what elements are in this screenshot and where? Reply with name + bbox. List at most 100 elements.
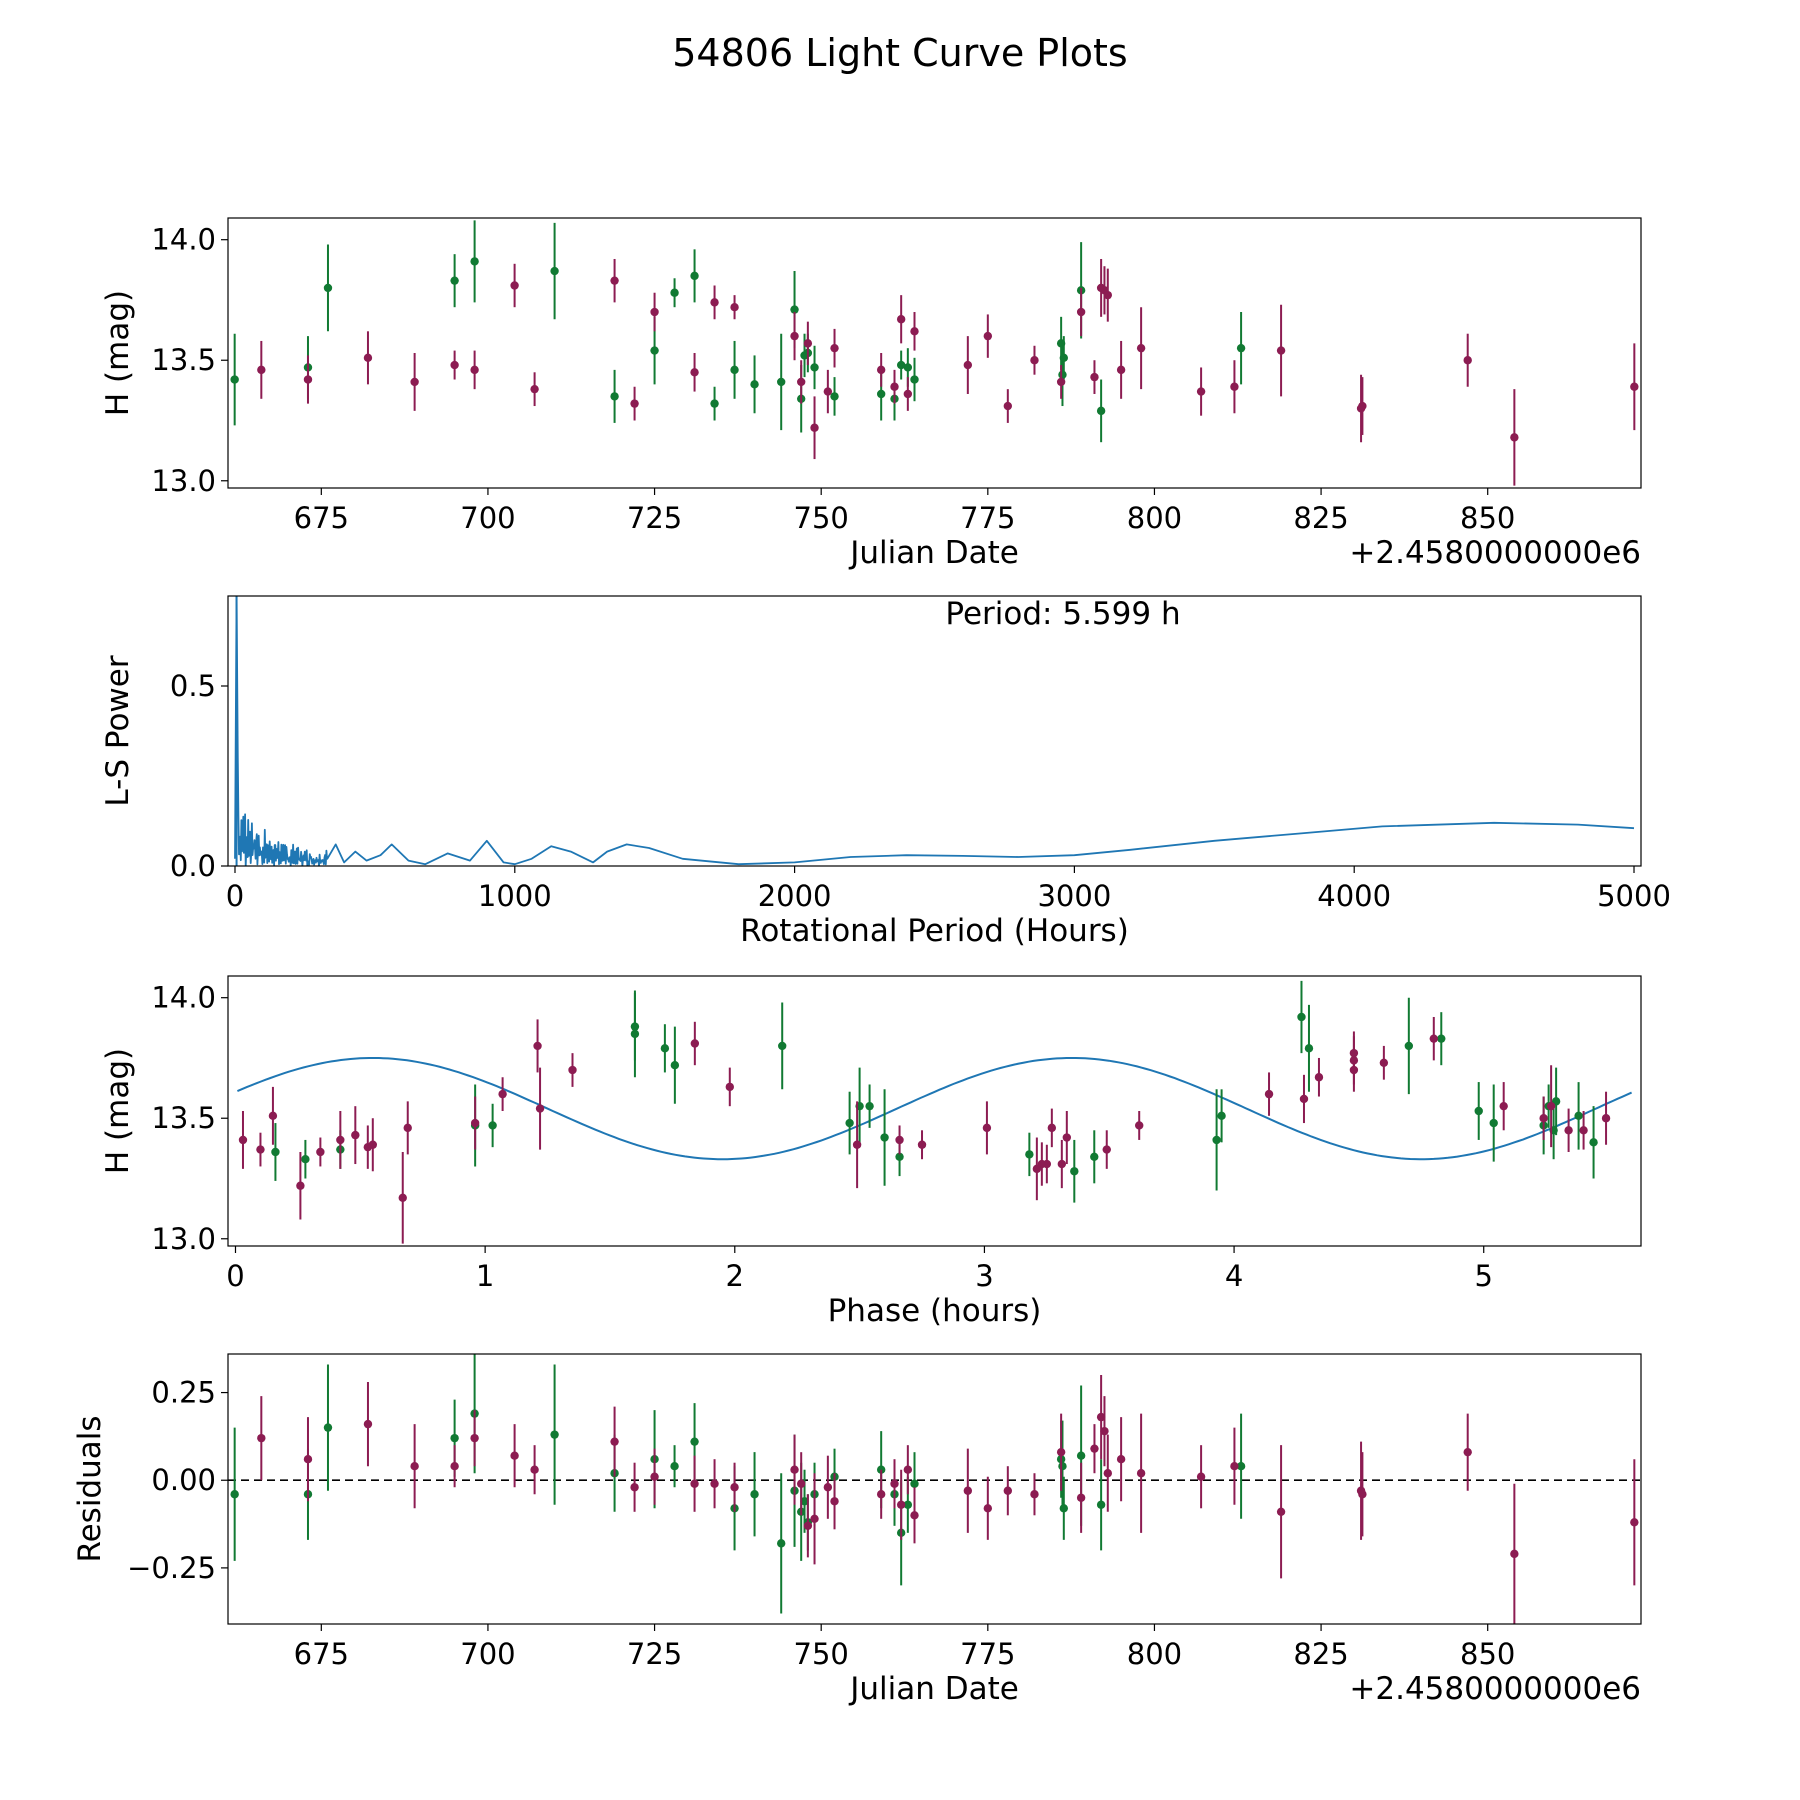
data-point — [670, 1060, 680, 1070]
data-point — [398, 1193, 407, 1202]
data-point — [1030, 356, 1039, 365]
data-point — [803, 339, 813, 348]
data-point — [1058, 370, 1067, 379]
data-point — [1437, 1034, 1446, 1043]
data-point — [690, 271, 699, 281]
data-point — [568, 1065, 577, 1075]
data-point — [1025, 1150, 1034, 1159]
data-point — [301, 1155, 310, 1164]
data-point — [1003, 401, 1013, 411]
data-point — [896, 360, 906, 370]
data-point — [257, 365, 266, 375]
data-point — [1056, 1447, 1066, 1457]
data-point — [1510, 433, 1519, 442]
data-point — [533, 1041, 542, 1051]
y-tick-label: 13.5 — [151, 1101, 216, 1135]
data-point — [895, 1135, 904, 1145]
data-point — [917, 1140, 927, 1149]
data-point — [1489, 1118, 1498, 1128]
data-point — [450, 1462, 459, 1471]
data-point — [876, 365, 886, 375]
data-point — [730, 302, 739, 312]
data-point — [830, 343, 839, 353]
data-point — [630, 1022, 640, 1031]
x-tick-label: 675 — [294, 501, 349, 535]
data-point — [303, 1454, 313, 1464]
data-point — [650, 307, 659, 317]
data-point — [1056, 377, 1066, 387]
data-point — [1030, 1490, 1039, 1499]
data-point — [470, 1433, 479, 1443]
data-point — [690, 1479, 699, 1488]
data-point — [1539, 1114, 1548, 1123]
x-tick-label: 775 — [960, 501, 1015, 535]
x-tick-label: 675 — [294, 1637, 349, 1671]
data-point — [1276, 346, 1286, 355]
data-point — [690, 368, 699, 377]
data-point — [271, 1147, 280, 1157]
data-point — [1076, 1451, 1086, 1460]
data-point — [230, 375, 239, 384]
data-point — [1090, 1444, 1099, 1453]
series-maroon — [257, 258, 1639, 486]
data-point — [1589, 1138, 1598, 1147]
data-point — [1090, 372, 1099, 382]
data-point — [1135, 1121, 1144, 1130]
data-point — [450, 360, 459, 370]
series-maroon — [238, 1016, 1611, 1244]
data-point — [296, 1181, 305, 1190]
x-tick-label: 0 — [226, 879, 244, 913]
data-point — [823, 387, 833, 396]
data-point — [363, 353, 373, 363]
data-point — [535, 1104, 545, 1113]
data-point — [983, 1504, 993, 1513]
data-point — [750, 1490, 759, 1499]
y-tick-label: 0.00 — [151, 1463, 216, 1497]
data-point — [810, 423, 819, 432]
panel-periodogram: 0 1000 2000 3000 4000 5000 0.0 0.5 Rotational Pe… — [100, 595, 1671, 949]
x-tick-label: 3000 — [1037, 879, 1111, 913]
data-point — [610, 1437, 619, 1446]
data-point — [796, 1479, 806, 1488]
data-point — [1230, 1462, 1239, 1471]
data-point — [1102, 1145, 1111, 1154]
data-point — [1090, 1152, 1099, 1162]
x-tick-label: 800 — [1127, 1637, 1182, 1671]
data-point — [550, 266, 559, 276]
y-tick-label: 13.0 — [151, 464, 216, 498]
data-point — [1404, 1041, 1414, 1051]
data-point — [800, 1497, 809, 1506]
data-point — [1236, 343, 1246, 353]
data-point — [777, 1539, 786, 1548]
data-point — [1236, 1462, 1246, 1471]
data-point — [1299, 1094, 1309, 1104]
y-tick-label: 14.0 — [151, 981, 216, 1015]
data-point — [1314, 1073, 1324, 1082]
data-point — [1070, 1167, 1079, 1176]
data-point — [1196, 1472, 1206, 1481]
axes-frame — [227, 1353, 1642, 1625]
data-point — [323, 1423, 333, 1432]
panel-lightcurve: 675 700 725 750 775 800 825 850 13.0 13.5 14.0 Juli… — [100, 217, 1642, 571]
data-point — [630, 1483, 639, 1492]
x-tick-label: 850 — [1460, 1637, 1515, 1671]
data-point — [903, 363, 913, 372]
data-point — [690, 1039, 700, 1048]
data-point — [1358, 401, 1367, 411]
data-point — [903, 1465, 913, 1474]
data-point — [810, 1514, 819, 1524]
data-point — [750, 380, 759, 389]
data-point — [1003, 1486, 1013, 1495]
data-point — [983, 331, 993, 341]
x-axis-label: Phase (hours) — [828, 1293, 1042, 1329]
data-point — [790, 1465, 799, 1474]
data-point — [876, 1490, 886, 1499]
data-point — [1630, 382, 1639, 391]
data-point — [963, 360, 973, 370]
data-point — [1042, 1159, 1052, 1169]
data-point — [903, 389, 913, 399]
data-point — [1096, 406, 1106, 416]
data-point — [610, 392, 619, 401]
